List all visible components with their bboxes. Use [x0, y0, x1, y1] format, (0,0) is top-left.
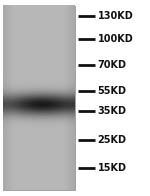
Text: 130KD: 130KD [98, 11, 133, 21]
Text: 55KD: 55KD [98, 86, 126, 96]
Text: 15KD: 15KD [98, 162, 126, 173]
Bar [3, 6, 75, 190]
Text: 35KD: 35KD [98, 106, 126, 116]
Text: 100KD: 100KD [98, 34, 133, 44]
Text: 25KD: 25KD [98, 135, 126, 145]
Text: 70KD: 70KD [98, 60, 126, 70]
